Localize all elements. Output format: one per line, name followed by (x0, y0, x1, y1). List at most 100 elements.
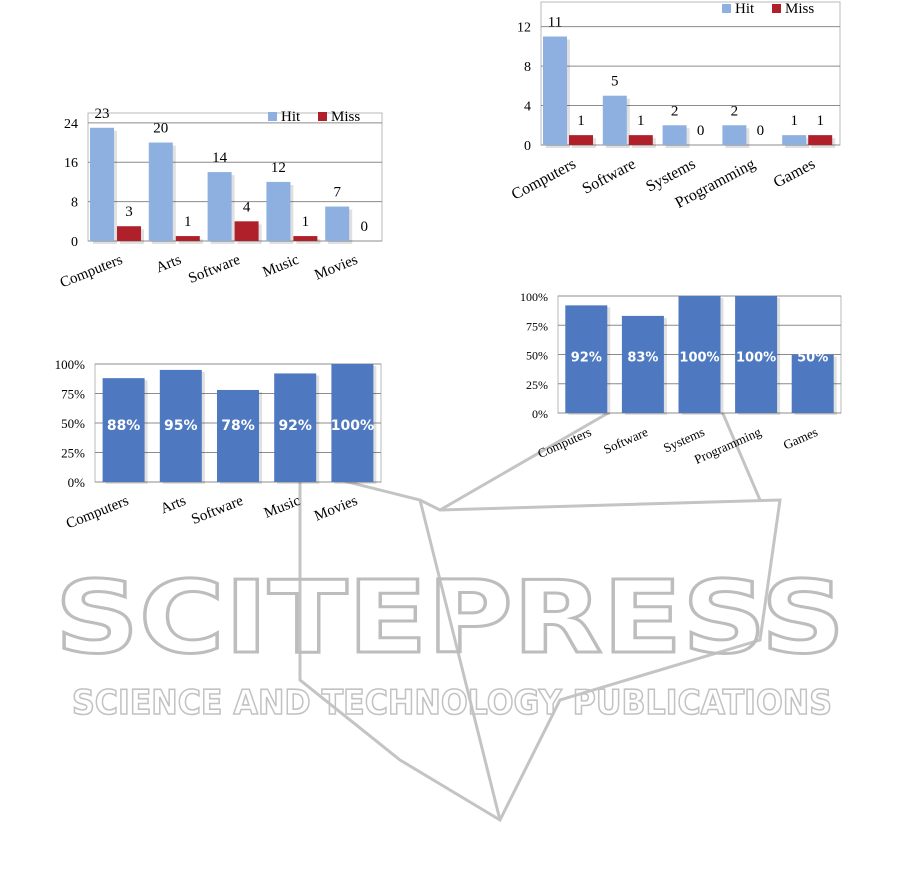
bar-hit (266, 181, 291, 241)
chart-hit-miss-left: 0 8 16 24 23 3 20 1 14 4 12 1 7 0 Hit Miss Computers Arts… (58, 106, 383, 292)
data-label-percent: 100% (736, 351, 776, 366)
bar-miss (808, 135, 833, 145)
x-category-label: Software (189, 493, 246, 528)
bar-hit (207, 172, 232, 241)
y-tick-label: 8 (71, 196, 78, 211)
data-label-hit: 1 (790, 113, 798, 129)
data-label-hit: 14 (212, 150, 228, 166)
data-label-hit: 5 (611, 74, 619, 90)
data-label-percent: 95% (164, 418, 198, 434)
legend: Hit Miss (268, 109, 360, 125)
data-label-percent: 92% (278, 418, 312, 434)
data-label-miss: 0 (360, 219, 368, 235)
x-category-label: Software (601, 424, 650, 457)
bar-miss (117, 226, 141, 241)
x-category-label: Computers (64, 493, 131, 533)
data-label-percent: 92% (571, 351, 602, 366)
data-label-miss: 1 (302, 214, 310, 230)
plot-area (540, 1, 841, 146)
y-tick-label: 0% (532, 407, 548, 421)
y-tick-label: 0 (524, 139, 531, 154)
y-tick-label: 75% (526, 319, 548, 333)
bar-shadow (296, 239, 321, 244)
bar-percent (735, 296, 778, 413)
y-tick-label: 75% (61, 387, 85, 402)
data-label-miss: 4 (243, 199, 251, 215)
data-label-miss: 1 (637, 113, 645, 129)
x-category-label: Computers (58, 252, 125, 292)
data-label-percent: 100% (679, 351, 719, 366)
bar-miss (569, 135, 593, 145)
y-tick-label: 16 (64, 156, 78, 171)
bar-miss (628, 135, 653, 145)
data-label-percent: 78% (221, 418, 255, 434)
chart-percent-left: 0% 25% 50% 75% 100% 88% 95% 78% 92% 100% Computers… (55, 357, 382, 533)
x-category-label: Arts (158, 493, 188, 518)
legend: Hit Miss (722, 1, 814, 17)
x-category-label: Computers (509, 156, 579, 204)
y-tick-label: 25% (61, 446, 85, 461)
legend-label-miss: Miss (785, 1, 814, 17)
x-category-label: Software (580, 156, 639, 198)
data-label-hit: 12 (271, 160, 286, 176)
bar-hit (543, 36, 567, 145)
data-label-percent: 88% (107, 418, 141, 434)
bar-percent (274, 373, 317, 482)
data-label-hit: 2 (671, 103, 679, 119)
bar-hit (90, 127, 114, 241)
bar-miss (175, 236, 200, 241)
x-category-label: Games (781, 424, 820, 452)
bar-percent (102, 378, 145, 482)
x-category-label: Games (771, 156, 818, 192)
bar-hit (722, 125, 747, 145)
legend-label-hit: Hit (735, 1, 755, 17)
y-tick-label: 100% (55, 357, 86, 372)
y-tick-label: 0 (71, 235, 78, 250)
data-label-miss: 0 (697, 123, 705, 139)
y-tick-label: 8 (524, 60, 531, 75)
y-tick-label: 24 (64, 117, 78, 132)
x-category-label: Music (262, 493, 303, 522)
legend-label-hit: Hit (281, 109, 301, 125)
x-category-label: Arts (154, 252, 184, 277)
bar-hit (782, 135, 807, 145)
x-category-label: Software (186, 252, 243, 287)
data-label-hit: 20 (153, 121, 168, 137)
data-label-miss: 1 (577, 113, 585, 129)
bar-hit (148, 142, 173, 241)
legend-swatch-hit (268, 112, 277, 121)
data-label-percent: 100% (331, 418, 374, 434)
data-label-hit: 23 (95, 106, 110, 122)
data-label-hit: 11 (548, 15, 562, 31)
data-label-hit: 7 (333, 185, 341, 201)
y-tick-label: 12 (517, 21, 531, 36)
legend-swatch-hit (722, 4, 731, 13)
bar-hit (325, 206, 350, 241)
bar-percent (331, 364, 374, 482)
legend-label-miss: Miss (331, 109, 360, 125)
bar-shadow (178, 239, 203, 244)
bar-percent (621, 315, 664, 413)
bar-percent (791, 354, 834, 413)
bar-miss (234, 221, 259, 241)
bar-percent (159, 369, 202, 482)
legend-swatch-miss (772, 4, 781, 13)
y-tick-label: 0% (68, 475, 86, 490)
bar-percent (678, 296, 721, 413)
y-tick-label: 25% (526, 378, 548, 392)
bar-hit (662, 125, 687, 145)
data-label-miss: 1 (816, 113, 824, 129)
data-label-miss: 1 (184, 214, 192, 230)
x-category-label: Movies (312, 493, 360, 525)
chart-percent-right: 0% 25% 50% 75% 100% 92% 83% 100% 100% 50% Computer… (520, 290, 842, 467)
data-label-hit: 2 (731, 103, 739, 119)
y-tick-label: 4 (524, 100, 531, 115)
bar-percent (565, 305, 608, 413)
data-label-miss: 3 (125, 204, 133, 220)
x-category-label: Music (261, 252, 302, 281)
y-tick-label: 100% (520, 290, 548, 304)
bar-miss (293, 236, 318, 241)
bar-hit (602, 95, 627, 145)
